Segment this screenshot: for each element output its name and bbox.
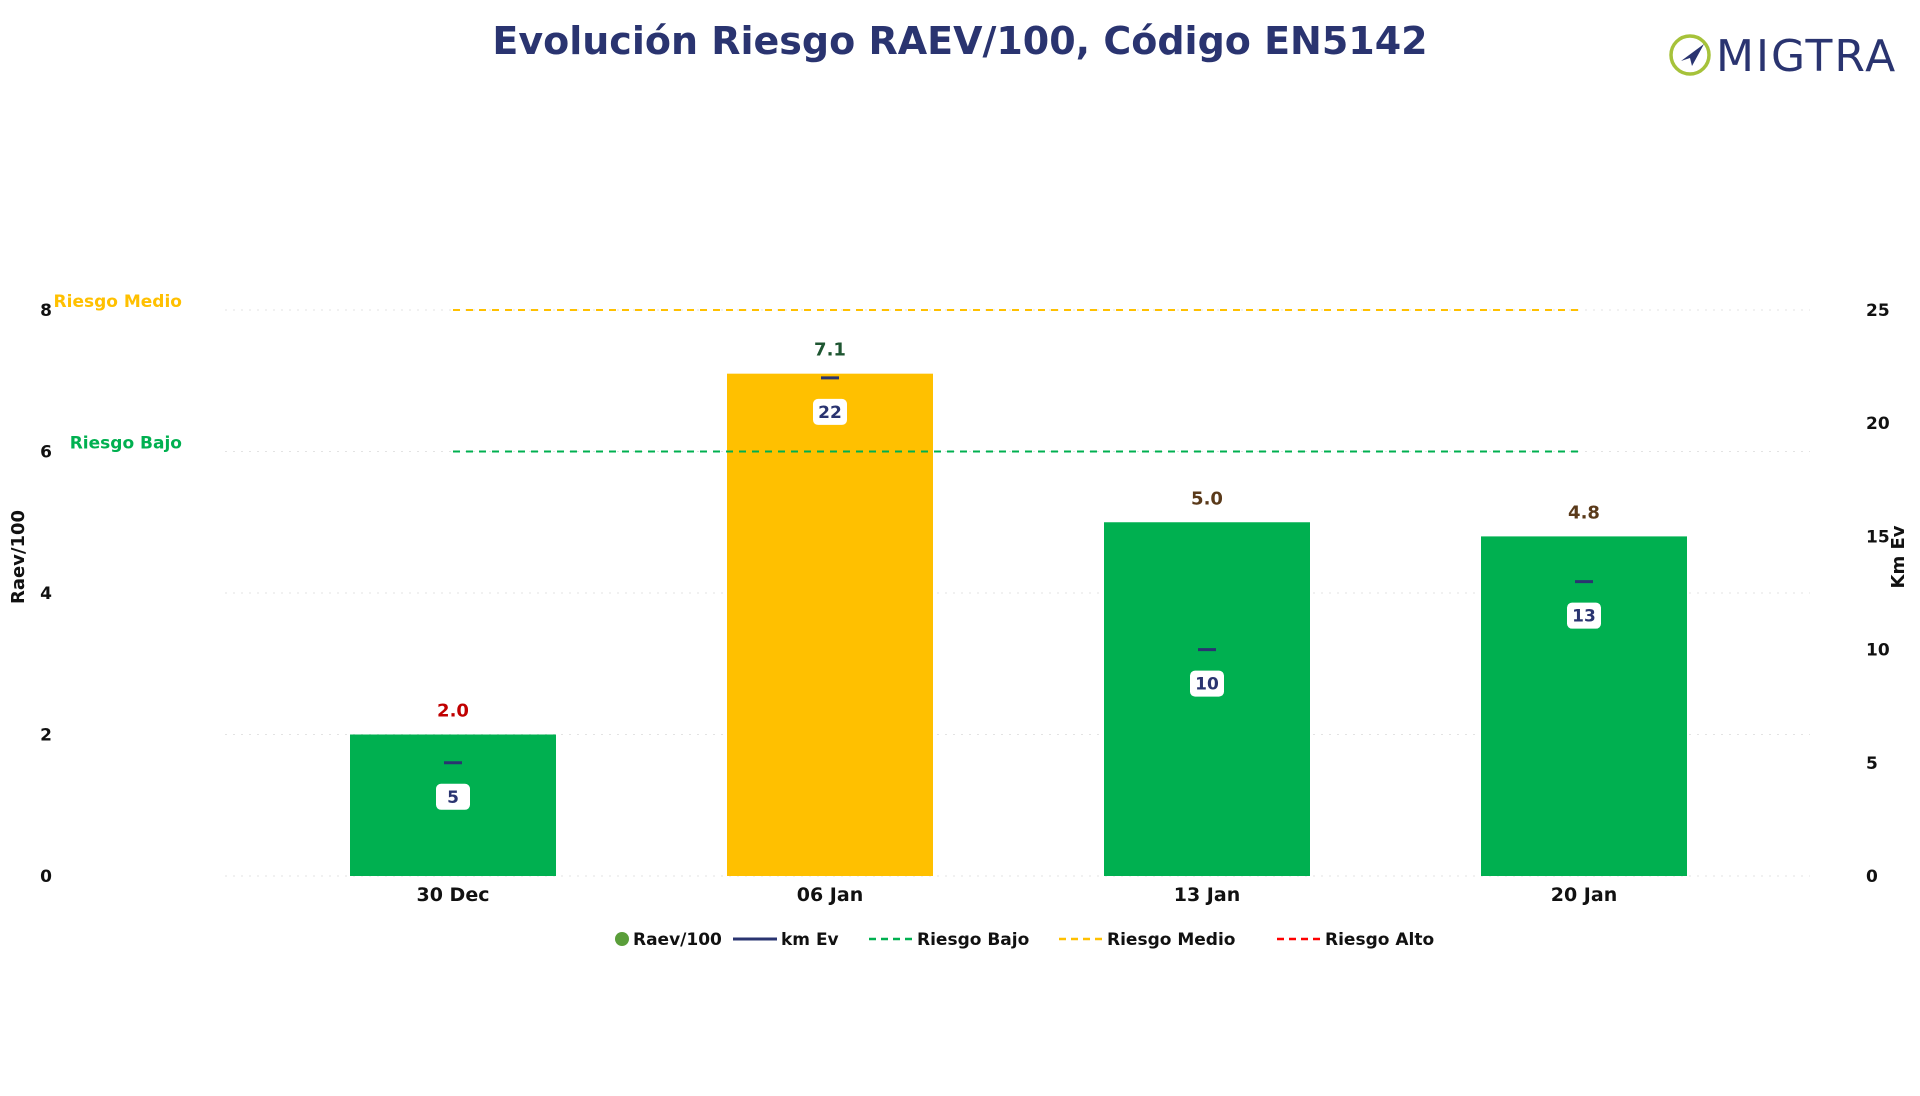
bar-13-jan xyxy=(1104,522,1310,876)
reference-label-riesgo-bajo: Riesgo Bajo xyxy=(70,434,182,454)
km-markers xyxy=(444,376,1593,765)
km-label-box xyxy=(1190,670,1224,697)
legend-label: Riesgo Bajo xyxy=(917,930,1029,950)
reference-lines: Riesgo Bajo Riesgo Medio xyxy=(54,292,1584,454)
km-label: 10 xyxy=(1195,675,1219,695)
y-tick-label: 2 xyxy=(40,726,52,746)
y-axis-left: 0 2 4 6 8 xyxy=(40,301,52,887)
y2-tick-label: 5 xyxy=(1866,754,1878,774)
y-axis-title: Raev/100 xyxy=(8,510,29,604)
x-tick-label: 30 Dec xyxy=(417,884,490,906)
x-tick-label: 13 Jan xyxy=(1174,884,1240,906)
y2-tick-label: 20 xyxy=(1866,414,1890,434)
logo: MIGTRA xyxy=(1669,31,1897,82)
legend-label: Riesgo Alto xyxy=(1325,930,1434,950)
km-label: 22 xyxy=(818,403,842,423)
chart-title: Evolución Riesgo RAEV/100, Código EN5142 xyxy=(492,19,1427,63)
data-labels: 5 22 10 13 2.0 7.1 5.0 4.8 xyxy=(436,340,1601,810)
x-tick-label: 06 Jan xyxy=(797,884,863,906)
y-tick-label: 8 xyxy=(40,301,52,321)
y2-tick-label: 25 xyxy=(1866,301,1890,321)
y2-tick-label: 10 xyxy=(1866,641,1890,661)
km-label-box xyxy=(1567,602,1601,629)
reference-label-riesgo-medio: Riesgo Medio xyxy=(54,292,182,312)
km-label: 13 xyxy=(1572,607,1596,627)
y-tick-label: 6 xyxy=(40,443,52,463)
y-tick-label: 4 xyxy=(40,584,52,604)
raev-label: 5.0 xyxy=(1191,488,1223,509)
legend: Raev/100 km Ev Riesgo Bajo Riesgo Medio Ries… xyxy=(615,930,1434,950)
y2-tick-label: 0 xyxy=(1866,867,1878,887)
bar-06-jan xyxy=(727,373,933,876)
legend-item-riesgo-bajo: Riesgo Bajo xyxy=(869,930,1029,950)
km-label: 5 xyxy=(447,788,459,808)
y-axis-right: 0 5 10 15 20 25 xyxy=(1866,301,1890,887)
bar-20-jan xyxy=(1481,536,1687,876)
bars xyxy=(350,373,1687,876)
raev-label: 4.8 xyxy=(1568,502,1600,523)
y2-tick-label: 15 xyxy=(1866,527,1890,547)
km-label-box xyxy=(813,398,847,425)
legend-item-riesgo-alto: Riesgo Alto xyxy=(1277,930,1434,950)
legend-label: Riesgo Medio xyxy=(1107,930,1235,950)
y2-axis-title: Km Ev xyxy=(1888,525,1909,588)
legend-dot-icon xyxy=(615,932,629,946)
legend-item-km-ev: km Ev xyxy=(733,930,839,950)
logo-text: MIGTRA xyxy=(1716,31,1897,82)
x-axis: 30 Dec 06 Jan 13 Jan 20 Jan xyxy=(417,884,1618,906)
legend-label: Raev/100 xyxy=(633,930,722,950)
legend-label: km Ev xyxy=(781,930,839,950)
raev-label: 2.0 xyxy=(437,701,469,722)
y-tick-label: 0 xyxy=(40,867,52,887)
raev-label: 7.1 xyxy=(814,340,846,361)
x-tick-label: 20 Jan xyxy=(1551,884,1617,906)
logo-compass-icon xyxy=(1669,34,1711,76)
km-label-box xyxy=(436,783,470,810)
legend-item-raev-100: Raev/100 xyxy=(615,930,722,950)
legend-item-riesgo-medio: Riesgo Medio xyxy=(1059,930,1235,950)
